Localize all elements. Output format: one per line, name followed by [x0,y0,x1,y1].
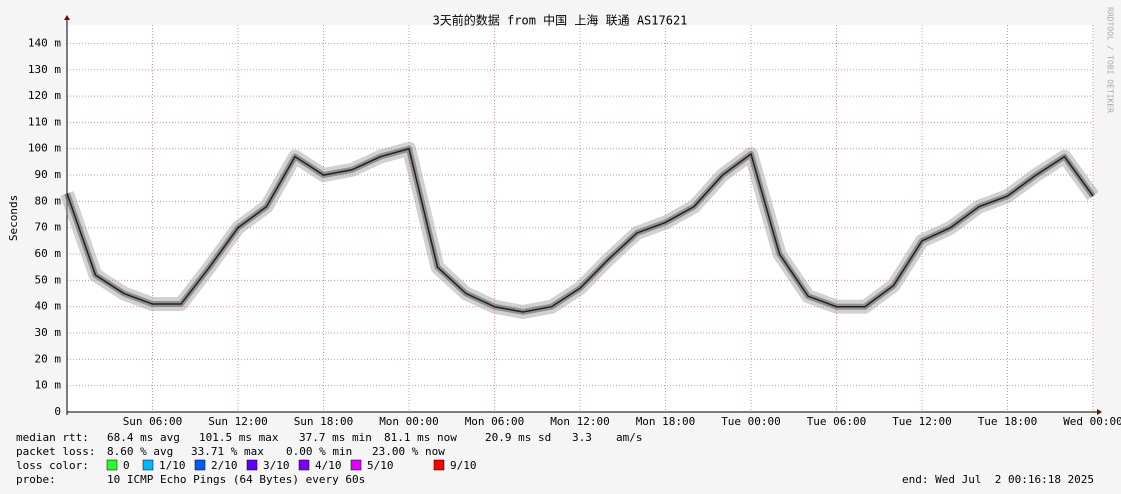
legend-label: 0 [123,459,130,472]
legend-swatch [194,459,206,471]
x-tick-label: Wed 00:00 [1063,415,1121,428]
footer-text: 20.9 ms sd [485,431,551,444]
legend-label: 2/10 [211,459,238,472]
axis-arrow [64,15,70,20]
y-tick-label: 30 m [35,326,62,339]
footer-text: end: Wed Jul 2 00:16:18 2025 [902,473,1094,486]
footer-text: 3.3 [572,431,592,444]
footer-text: 33.71 % max [191,445,264,458]
footer-text: 0.00 % min [286,445,352,458]
x-tick-label: Mon 18:00 [636,415,696,428]
plot-area [67,25,1093,412]
legend-label: 1/10 [159,459,186,472]
y-tick-label: 130 m [28,63,61,76]
y-tick-label: 50 m [35,273,62,286]
x-tick-label: Tue 18:00 [978,415,1038,428]
footer-text: 10 ICMP Echo Pings (64 Bytes) every 60s [107,473,365,486]
axis-arrow [1097,409,1102,415]
y-tick-label: 80 m [35,194,62,207]
legend-swatch [246,459,258,471]
y-tick-label: 90 m [35,168,62,181]
footer-text: 37.7 ms min [299,431,372,444]
x-tick-label: Tue 06:00 [807,415,867,428]
legend-swatch [298,459,310,471]
legend-label: 3/10 [263,459,290,472]
x-tick-label: Tue 12:00 [892,415,952,428]
legend-label: 5/10 [367,459,394,472]
y-tick-label: 20 m [35,352,62,365]
footer-text: 81.1 ms now [384,431,457,444]
y-tick-label: 100 m [28,142,61,155]
legend-swatch [350,459,362,471]
x-tick-label: Mon 12:00 [550,415,610,428]
y-tick-label: 60 m [35,247,62,260]
footer-text: 8.60 % avg [107,445,173,458]
legend-label: 4/10 [315,459,342,472]
y-tick-label: 140 m [28,36,61,49]
y-tick-label: 120 m [28,89,61,102]
legend-swatch [142,459,154,471]
legend-swatch [106,459,118,471]
footer-text: am/s [616,431,643,444]
y-axis-label: Seconds [7,195,20,241]
side-label: RRDTOOL / TOBI OETIKER [1106,7,1115,113]
footer-text: median rtt: [16,431,89,444]
legend-swatch [433,459,445,471]
y-tick-label: 10 m [35,379,62,392]
x-tick-label: Mon 00:00 [379,415,439,428]
footer-text: 68.4 ms avg [107,431,180,444]
y-tick-label: 70 m [35,221,62,234]
x-tick-label: Tue 00:00 [721,415,781,428]
median-line [66,147,1094,313]
x-tick-label: Sun 18:00 [294,415,354,428]
y-tick-label: 0 [54,405,61,418]
footer-text: probe: [16,473,56,486]
legend-label: 9/10 [450,459,477,472]
footer-text: packet loss: [16,445,95,458]
y-tick-label: 110 m [28,115,61,128]
x-tick-label: Sun 06:00 [123,415,183,428]
chart-title: 3天前的数据 from 中国 上海 联通 AS17621 [433,13,688,28]
y-tick-label: 40 m [35,300,62,313]
x-tick-label: Sun 12:00 [208,415,268,428]
x-tick-label: Mon 06:00 [465,415,525,428]
footer-text: 23.00 % now [372,445,445,458]
footer-text: 101.5 ms max [199,431,279,444]
footer-text: loss color: [16,459,89,472]
